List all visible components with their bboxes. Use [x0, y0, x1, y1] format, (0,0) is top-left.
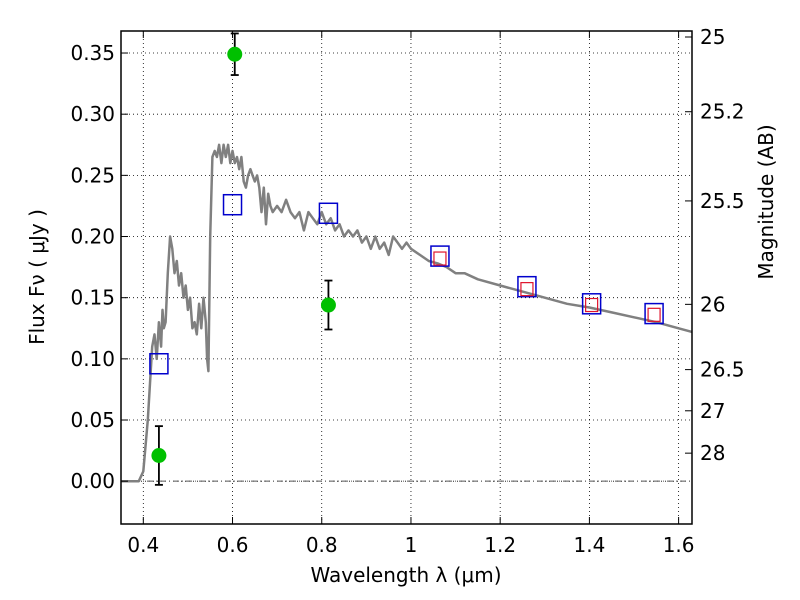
y-tick-label: 0.00 — [70, 469, 115, 493]
x-tick-label: 0.8 — [306, 533, 338, 557]
y-axis-title: Flux Fν ( μJy ) — [25, 209, 49, 345]
model-sed-line — [121, 143, 693, 483]
model-photometry-box — [517, 275, 537, 298]
x-tick-label: 1.4 — [573, 533, 605, 557]
observed-point — [151, 447, 167, 463]
observed-point — [227, 46, 243, 62]
mag-tick-label: 25.5 — [700, 189, 745, 213]
y-tick-label: 0.30 — [70, 102, 115, 126]
mag-tick-label: 26.5 — [700, 358, 745, 382]
series-layer — [121, 32, 693, 486]
plot-background — [121, 31, 692, 524]
plot-frame — [120, 30, 693, 525]
y-tick-label: 0.15 — [70, 286, 115, 310]
model-photometry-box — [222, 193, 243, 216]
model-photometry-box — [149, 352, 169, 375]
model-photometry-box — [644, 302, 664, 325]
model-photometry-box — [581, 293, 602, 315]
x-tick-label: 1.2 — [484, 533, 516, 557]
tick-labels: 0.4 0.6 0.8 1 1.2 1.4 1.6 0.00 0.05 0.10 0.15 0.20 0… — [70, 25, 744, 557]
y-tick-label: 0.25 — [70, 163, 115, 187]
mag-tick-label: 27 — [700, 399, 725, 423]
y-tick-label: 0.10 — [70, 347, 115, 371]
y2-axis-title: Magnitude (AB) — [754, 124, 778, 279]
mag-tick-label: 28 — [700, 441, 725, 465]
mag-tick-label: 25 — [700, 25, 725, 49]
x-tick-label: 1.6 — [663, 533, 695, 557]
model-fit-box — [520, 282, 534, 297]
model-photometry-box — [318, 202, 339, 225]
ticks — [121, 31, 692, 524]
mag-tick-label: 26 — [700, 292, 725, 316]
x-tick-label: 1 — [405, 533, 418, 557]
model-fit-box — [433, 251, 447, 266]
y-tick-label: 0.20 — [70, 225, 115, 249]
x-tick-label: 0.6 — [217, 533, 249, 557]
model-photometry-box — [430, 245, 450, 267]
observed-point — [320, 297, 336, 313]
x-tick-label: 0.4 — [127, 533, 159, 557]
model-fit-box — [585, 297, 599, 313]
x-axis-title: Wavelength λ (μm) — [310, 563, 501, 587]
y-tick-label: 0.05 — [70, 408, 115, 432]
mag-tick-label: 25.2 — [700, 100, 745, 124]
model-fit-box — [647, 307, 661, 322]
y-tick-label: 0.35 — [70, 41, 115, 65]
